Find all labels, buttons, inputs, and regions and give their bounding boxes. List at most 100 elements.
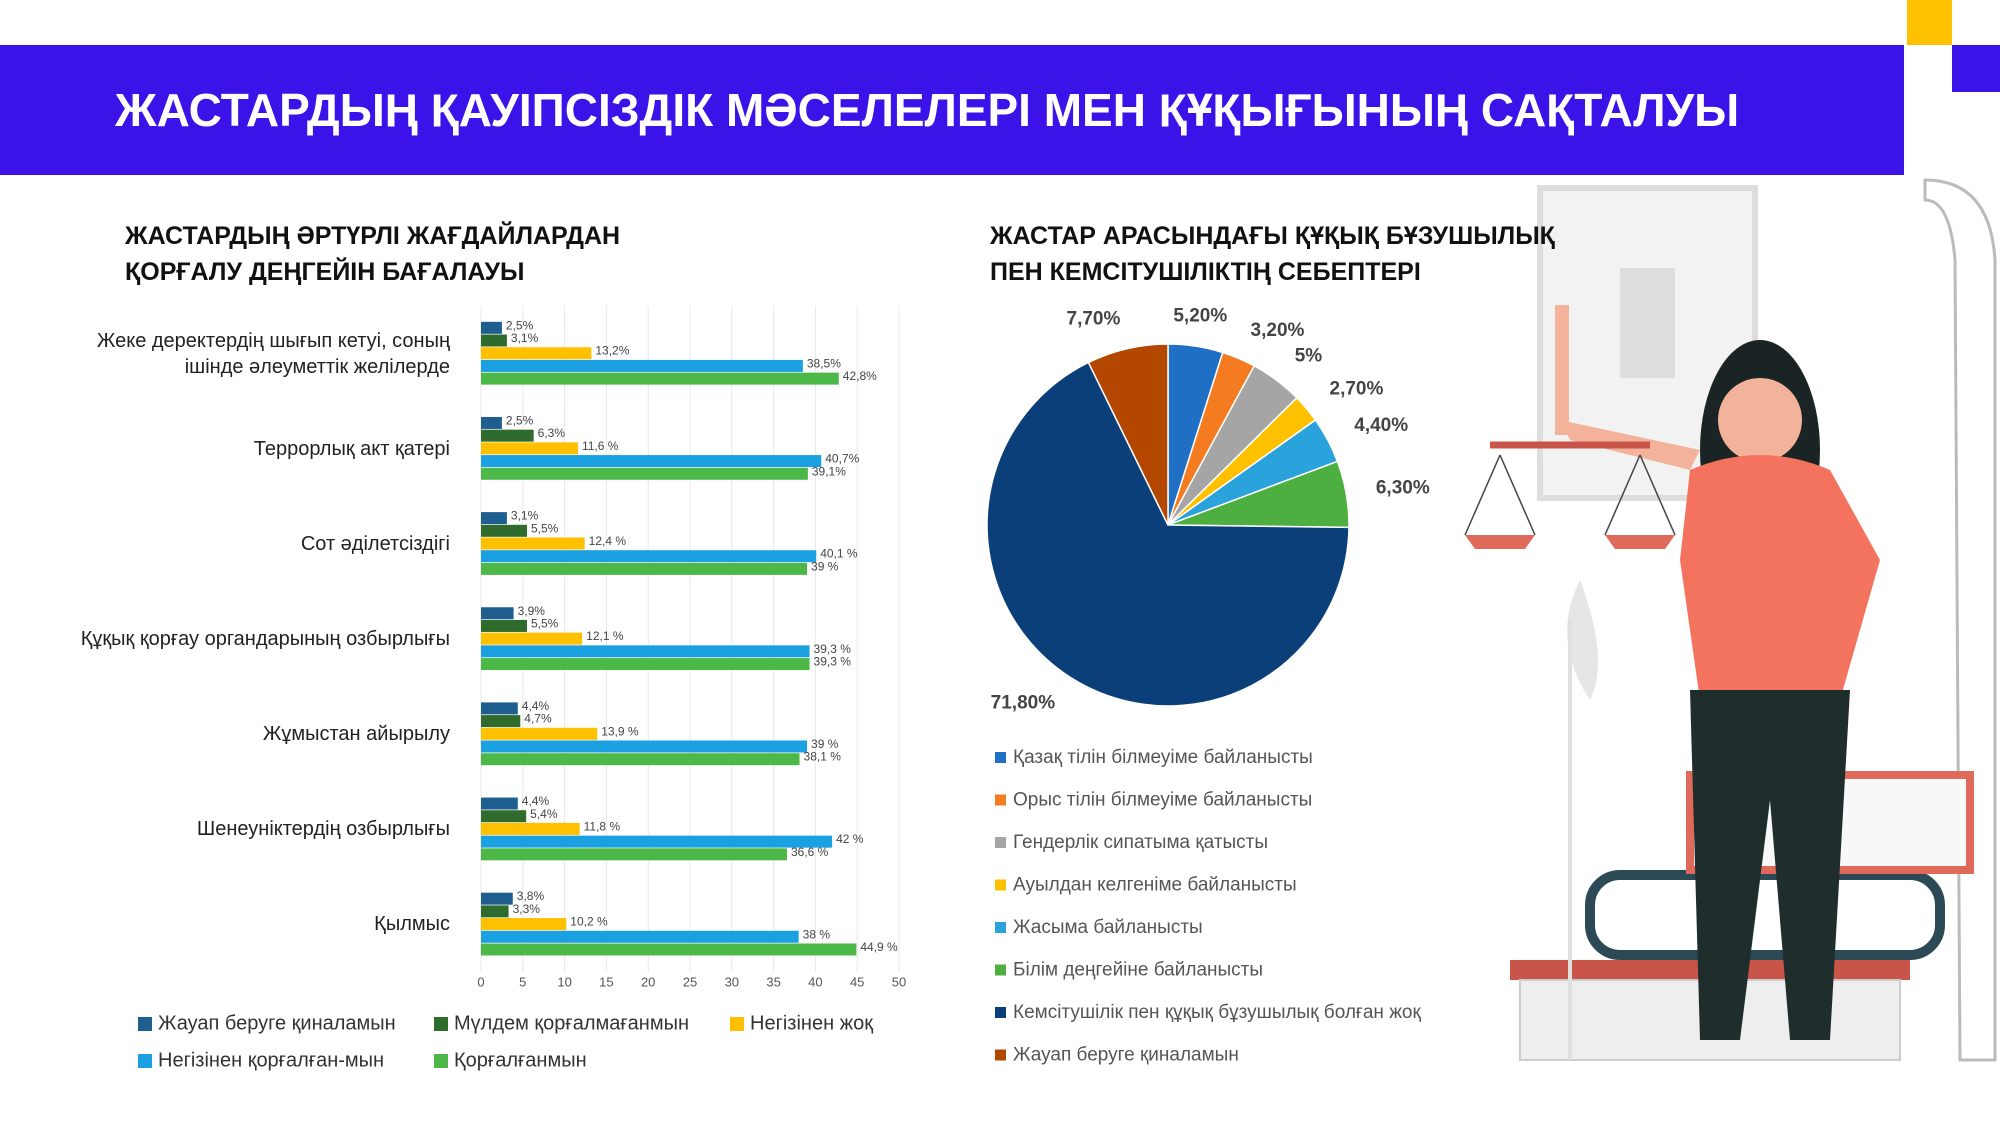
value-label: 2,70% — [1330, 378, 1384, 399]
value-label: 42 % — [836, 832, 864, 846]
bar — [481, 442, 578, 455]
legend-swatch — [434, 1054, 448, 1068]
bar — [481, 918, 567, 931]
x-tick-label: 15 — [599, 974, 613, 989]
value-label: 7,70% — [1067, 308, 1121, 329]
bar — [481, 727, 598, 740]
bar — [481, 822, 580, 835]
value-label: 4,40% — [1354, 415, 1408, 436]
bar — [481, 321, 502, 334]
value-label: 13,2% — [595, 344, 629, 358]
value-label: 2,5% — [506, 318, 534, 332]
value-label: 44,9 % — [860, 940, 898, 954]
value-label: 39,3 % — [814, 642, 852, 656]
bar — [481, 347, 592, 360]
bar — [481, 372, 839, 385]
value-label: 6,3% — [538, 426, 566, 440]
value-label: 42,8% — [843, 369, 877, 383]
category-label: Шенеуніктердің озбырлығы — [196, 818, 450, 841]
bar — [481, 797, 518, 810]
legend-label: Мүлдем қорғалмағанмын — [454, 1012, 689, 1034]
value-label: 40,7% — [825, 452, 859, 466]
value-label: 5,20% — [1173, 306, 1227, 327]
value-label: 4,7% — [524, 712, 552, 726]
value-label: 13,9 % — [601, 724, 639, 738]
legend-swatch — [995, 922, 1006, 933]
category-label: Қылмыс — [374, 913, 450, 936]
value-label: 38 % — [803, 927, 831, 941]
legend-swatch — [730, 1017, 744, 1031]
bar — [481, 645, 810, 658]
legend-label: Қазақ тілін білмеуіме байланысты — [1013, 747, 1313, 768]
bar — [481, 512, 507, 525]
chart-title: ЖАСТАР АРАСЫНДАҒЫ ҚҰҚЫҚ БҰЗУШЫЛЫҚ ПЕН КЕ… — [990, 222, 1555, 286]
bar — [481, 715, 521, 728]
x-tick-label: 45 — [850, 974, 864, 989]
legend-swatch — [138, 1017, 152, 1031]
category-label: Жеке деректердің шығып кетуі, соның ішін… — [96, 329, 450, 378]
bar — [481, 537, 585, 550]
value-label: 38,1 % — [804, 750, 842, 764]
category-label: Террорлық акт қатері — [253, 437, 450, 460]
bar — [481, 334, 507, 347]
value-label: 3,20% — [1251, 320, 1305, 341]
category-label: Сот әділетсіздігі — [300, 532, 450, 555]
accent-square — [1952, 45, 2000, 92]
legend-swatch — [995, 1049, 1006, 1061]
value-label: 4,4% — [522, 699, 550, 713]
bar — [481, 810, 527, 823]
bar — [481, 607, 514, 620]
value-label: 12,1 % — [586, 629, 624, 643]
bar — [481, 562, 808, 575]
bar — [481, 632, 583, 645]
bar — [481, 658, 810, 671]
legend-label: Жауап беруге қиналамын — [1013, 1045, 1239, 1066]
page-title: ЖАСТАРДЫҢ ҚАУІПСІЗДІК МӘСЕЛЕЛЕРІ МЕН ҚҰҚ… — [115, 84, 1740, 136]
legend-swatch — [995, 837, 1006, 848]
legend-label: Ауылдан келгеніме байланысты — [1013, 875, 1297, 896]
value-label: 71,80% — [991, 692, 1056, 713]
header-band — [0, 45, 1904, 175]
legend-swatch — [995, 794, 1006, 806]
value-label: 5,4% — [530, 807, 558, 821]
legend-label: Негізінен қорғалған-мын — [158, 1049, 384, 1071]
bar — [481, 416, 502, 429]
bar — [481, 930, 799, 943]
x-tick-label: 50 — [892, 974, 906, 989]
value-label: 3,9% — [518, 604, 546, 618]
bar — [481, 455, 822, 468]
bar — [481, 740, 808, 753]
legend-label: Білім деңгейіне байланысты — [1013, 960, 1263, 981]
bar — [481, 835, 833, 848]
legend-label: Қорғалғанмын — [454, 1049, 587, 1071]
x-tick-label: 20 — [641, 974, 655, 989]
legend-label: Негізінен жоқ — [750, 1012, 873, 1034]
value-label: 5,5% — [531, 521, 559, 535]
value-label: 5% — [1295, 345, 1323, 366]
legend-label: Жауап беруге қиналамын — [158, 1012, 396, 1034]
legend-swatch — [138, 1054, 152, 1068]
x-tick-label: 10 — [557, 974, 571, 989]
x-tick-label: 5 — [519, 974, 526, 989]
x-tick-label: 25 — [683, 974, 697, 989]
x-tick-label: 35 — [766, 974, 780, 989]
value-label: 3,3% — [513, 902, 541, 916]
category-label: Құқық қорғау органдарының озбырлығы — [80, 627, 450, 650]
value-label: 39 % — [811, 737, 839, 751]
legend-swatch — [995, 752, 1006, 763]
value-label: 10,2 % — [570, 915, 608, 929]
pie-slice — [1087, 343, 1169, 526]
value-label: 40,1 % — [820, 547, 858, 561]
bar — [481, 892, 513, 905]
chart-title: ЖАСТАРДЫҢ ӘРТҮРЛІ ЖАҒДАЙЛАРДАН ҚОРҒАЛУ Д… — [125, 222, 621, 286]
legend-swatch — [995, 964, 1006, 976]
legend-label: Жасыма байланысты — [1013, 917, 1203, 938]
bar — [481, 619, 527, 632]
bar — [481, 359, 803, 372]
value-label: 3,1% — [511, 331, 539, 345]
x-tick-label: 30 — [725, 974, 739, 989]
bar — [481, 467, 808, 480]
legend-swatch — [995, 879, 1006, 891]
